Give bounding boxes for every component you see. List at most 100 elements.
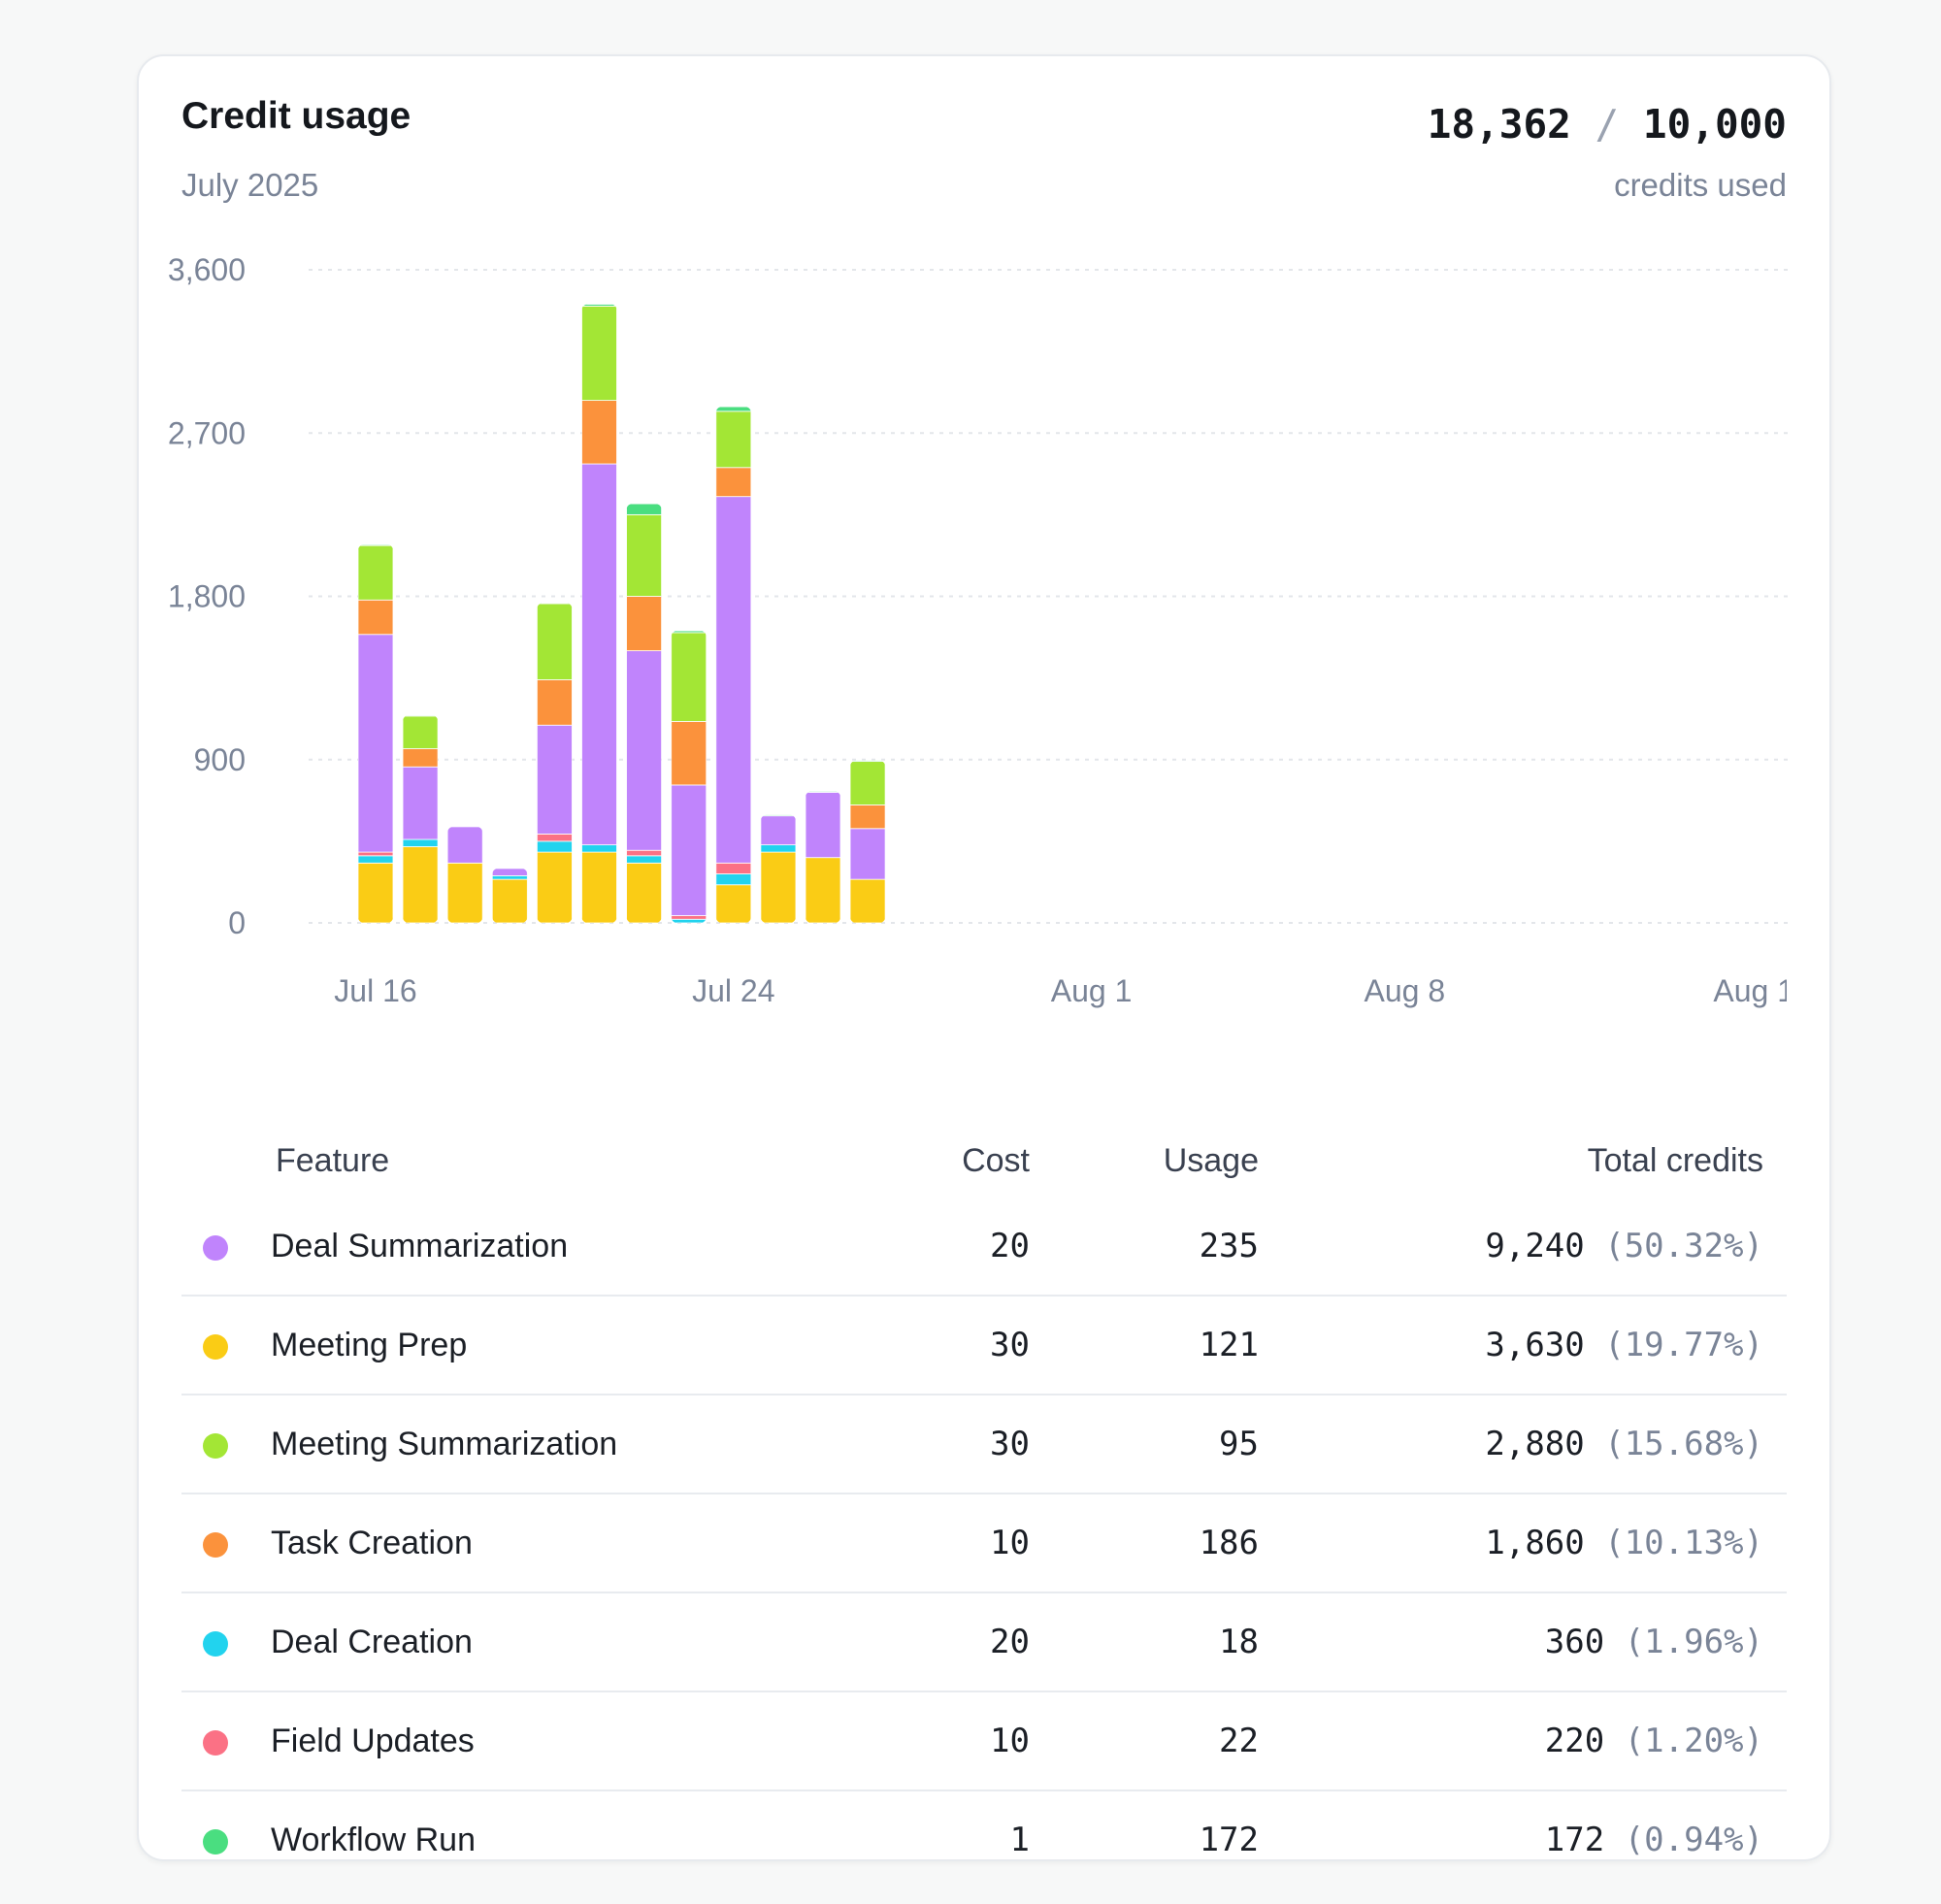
bar-segment[interactable] (850, 878, 886, 923)
bar-segment[interactable] (671, 918, 707, 924)
bar-segment[interactable] (715, 467, 751, 498)
bar-segment[interactable] (403, 766, 439, 840)
bar-segment[interactable] (715, 884, 751, 923)
legend-dot-icon (203, 1828, 228, 1855)
table-row: Deal Creation 20 18 360 (1.96%) (181, 1592, 1787, 1692)
bar-segment[interactable] (537, 679, 573, 726)
legend-dot-icon (203, 1630, 228, 1657)
bar-segment[interactable] (537, 603, 573, 605)
bar-segment[interactable] (581, 400, 617, 465)
bar-segment[interactable] (581, 844, 617, 853)
bar-segment[interactable] (358, 855, 393, 864)
feature-total-percent: (19.77%) (1604, 1326, 1763, 1364)
bar-segment[interactable] (447, 862, 483, 923)
bar-segment[interactable] (403, 748, 439, 768)
bar-segment[interactable] (760, 814, 796, 817)
bar-segment[interactable] (760, 851, 796, 924)
bar-segment[interactable] (850, 828, 886, 880)
feature-total: 3,630 (19.77%) (1259, 1296, 1787, 1395)
feature-total: 1,860 (10.13%) (1259, 1494, 1787, 1593)
feature-usage: 235 (1030, 1198, 1259, 1297)
legend-dot-icon (203, 1531, 228, 1558)
bar-segment[interactable] (806, 857, 840, 923)
legend-cell (181, 1198, 271, 1297)
bar-stack[interactable] (492, 868, 528, 924)
bar-stack[interactable] (358, 544, 393, 923)
bar-segment[interactable] (671, 632, 707, 722)
bar-segment[interactable] (358, 634, 393, 853)
bar-stack[interactable] (850, 760, 886, 923)
bar-segment[interactable] (403, 838, 439, 847)
bar-stack[interactable] (447, 826, 483, 923)
bar-segment[interactable] (671, 915, 707, 920)
bar-segment[interactable] (850, 760, 886, 763)
legend-cell (181, 1296, 271, 1395)
bar-segment[interactable] (403, 846, 439, 923)
bar-segment[interactable] (447, 826, 483, 864)
bar-segment[interactable] (581, 851, 617, 923)
bar-segment[interactable] (850, 804, 886, 830)
bar-segment[interactable] (806, 791, 840, 793)
bar-stack[interactable] (581, 304, 617, 923)
bar-segment[interactable] (358, 544, 393, 601)
table-row: Field Updates 10 22 220 (1.20%) (181, 1691, 1787, 1791)
bar-segment[interactable] (671, 784, 707, 916)
x-axis-ticks: Jul 16 Jul 24 Aug 1 Aug 8 Aug 16 (334, 973, 1787, 1008)
bar-segment[interactable] (626, 596, 662, 651)
bar-segment[interactable] (537, 833, 573, 842)
bar-segment[interactable] (626, 855, 662, 864)
bar-segment[interactable] (626, 862, 662, 923)
bar-segment[interactable] (671, 721, 707, 786)
bar-segment[interactable] (715, 496, 751, 864)
feature-total-percent: (50.32%) (1604, 1227, 1763, 1265)
feature-usage: 18 (1030, 1592, 1259, 1692)
bar-segment[interactable] (581, 463, 617, 846)
bar-segment[interactable] (358, 862, 393, 923)
y-tick-label: 2,700 (168, 415, 246, 450)
bar-segment[interactable] (581, 305, 617, 401)
bar-segment[interactable] (492, 874, 528, 880)
bar-segment[interactable] (358, 599, 393, 636)
bar-segment[interactable] (626, 650, 662, 851)
chart-bars (358, 304, 886, 924)
bar-segment[interactable] (537, 840, 573, 853)
bar-segment[interactable] (581, 304, 617, 307)
bar-segment[interactable] (671, 631, 707, 634)
x-tick-label: Aug 8 (1364, 973, 1445, 1008)
feature-name: Task Creation (271, 1494, 911, 1593)
bar-stack[interactable] (403, 715, 439, 923)
y-axis-ticks: 3,600 2,700 1,800 900 0 (168, 252, 246, 940)
bar-stack[interactable] (806, 791, 840, 923)
bar-segment[interactable] (626, 504, 662, 515)
bar-segment[interactable] (626, 513, 662, 597)
bar-segment[interactable] (492, 868, 528, 876)
bar-stack[interactable] (626, 504, 662, 923)
feature-cost: 30 (911, 1395, 1030, 1494)
bar-segment[interactable] (358, 544, 393, 546)
feature-total-percent: (0.94%) (1624, 1821, 1763, 1859)
bar-segment[interactable] (403, 715, 439, 749)
bar-segment[interactable] (850, 761, 886, 805)
bar-stack[interactable] (671, 631, 707, 924)
feature-total: 172 (0.94%) (1259, 1790, 1787, 1888)
bar-segment[interactable] (403, 715, 439, 717)
bar-segment[interactable] (760, 815, 796, 846)
bar-segment[interactable] (715, 407, 751, 412)
feature-name: Deal Creation (271, 1592, 911, 1692)
bar-segment[interactable] (715, 410, 751, 469)
bar-segment[interactable] (715, 873, 751, 886)
bar-segment[interactable] (537, 851, 573, 923)
bar-segment[interactable] (358, 851, 393, 857)
feature-name: Deal Summarization (271, 1198, 911, 1297)
bar-segment[interactable] (537, 724, 573, 835)
bar-stack[interactable] (537, 603, 573, 923)
bar-segment[interactable] (492, 878, 528, 924)
bar-stack[interactable] (760, 814, 796, 924)
bar-segment[interactable] (760, 844, 796, 853)
y-tick-label: 3,600 (168, 252, 246, 287)
bar-stack[interactable] (715, 407, 751, 923)
bar-segment[interactable] (715, 862, 751, 874)
bar-segment[interactable] (806, 792, 840, 859)
bar-segment[interactable] (626, 849, 662, 857)
bar-segment[interactable] (537, 603, 573, 680)
